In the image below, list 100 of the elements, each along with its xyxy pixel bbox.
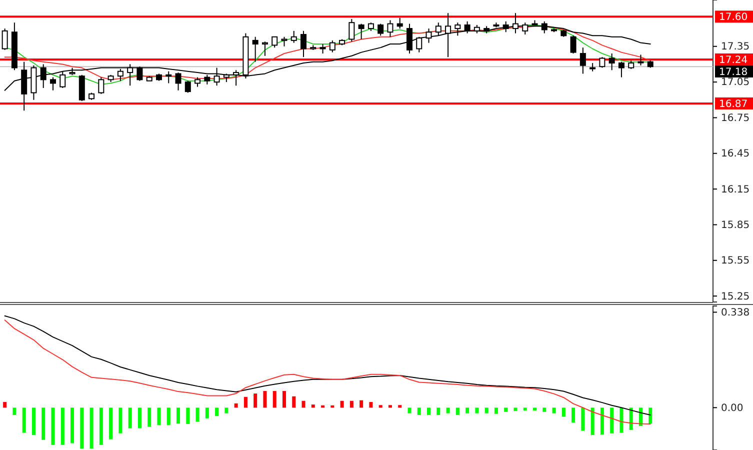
candlestick bbox=[290, 30, 297, 44]
bar bbox=[272, 390, 276, 408]
bar bbox=[215, 408, 219, 416]
bar bbox=[42, 408, 46, 440]
candlestick bbox=[50, 76, 56, 91]
candlestick bbox=[175, 72, 182, 91]
candlestick bbox=[117, 68, 124, 82]
candlestick bbox=[233, 70, 240, 86]
y-tick-label: 16.45 bbox=[721, 148, 750, 160]
bar bbox=[590, 408, 594, 436]
bar bbox=[138, 408, 142, 428]
candlestick bbox=[40, 64, 46, 88]
bar bbox=[427, 408, 431, 415]
bar bbox=[302, 400, 306, 408]
bar bbox=[90, 408, 94, 449]
bar bbox=[484, 408, 488, 414]
candlestick bbox=[320, 43, 326, 54]
bar bbox=[648, 408, 652, 424]
candlestick bbox=[329, 40, 336, 53]
bar bbox=[311, 404, 315, 408]
y-tick-label: 15.25 bbox=[721, 291, 750, 302]
candlestick bbox=[78, 74, 85, 102]
y-tick-label: 17.35 bbox=[721, 42, 750, 53]
bar bbox=[254, 394, 258, 408]
candlestick bbox=[272, 36, 278, 48]
bar bbox=[398, 405, 402, 408]
bar bbox=[186, 408, 190, 424]
candlestick bbox=[570, 35, 576, 54]
candlestick bbox=[348, 18, 355, 42]
candlestick bbox=[599, 56, 606, 68]
candlestick bbox=[60, 70, 66, 88]
candlestick bbox=[214, 67, 220, 86]
candlestick bbox=[387, 20, 394, 38]
ref-line-label: 17.18 bbox=[719, 66, 748, 78]
bar bbox=[408, 408, 412, 414]
bar bbox=[610, 408, 614, 434]
bar bbox=[22, 408, 26, 433]
ref-line-label: 16.87 bbox=[719, 98, 748, 110]
candlestick bbox=[184, 80, 191, 94]
candlestick bbox=[194, 76, 201, 88]
bar bbox=[292, 396, 296, 408]
candlestick bbox=[300, 30, 307, 58]
candlestick bbox=[98, 76, 104, 94]
bar bbox=[157, 408, 161, 426]
bar bbox=[456, 408, 460, 415]
candlestick bbox=[262, 41, 268, 56]
y-tick-label: 0.338 bbox=[721, 307, 750, 318]
bar bbox=[205, 408, 209, 418]
candlestick bbox=[281, 36, 288, 47]
bar bbox=[504, 408, 508, 412]
bar bbox=[533, 408, 536, 410]
y-tick-label: 16.15 bbox=[721, 184, 750, 196]
bar bbox=[417, 408, 421, 415]
candlestick bbox=[580, 47, 586, 74]
bar bbox=[388, 405, 392, 408]
bar bbox=[128, 408, 132, 428]
bar bbox=[51, 408, 55, 445]
candlestick bbox=[416, 36, 422, 53]
y-tick-label: 15.55 bbox=[721, 256, 750, 267]
bar bbox=[494, 408, 498, 414]
y-tick-label: 0.00 bbox=[721, 402, 744, 414]
candlestick bbox=[426, 28, 432, 44]
bar bbox=[32, 408, 36, 436]
bar bbox=[224, 408, 228, 414]
bar bbox=[12, 408, 16, 415]
bar bbox=[552, 408, 556, 414]
candlestick bbox=[204, 74, 210, 85]
candlestick bbox=[378, 23, 384, 36]
y-tick-label: 17.05 bbox=[721, 77, 750, 88]
bar bbox=[629, 408, 633, 430]
candlestick bbox=[638, 54, 644, 66]
ref-line-label: 17.24 bbox=[719, 54, 748, 66]
bar bbox=[80, 408, 84, 449]
candlestick bbox=[252, 36, 258, 62]
bar bbox=[620, 408, 624, 433]
bar bbox=[369, 402, 373, 408]
bar bbox=[446, 408, 450, 414]
bar bbox=[581, 408, 585, 431]
bar bbox=[378, 405, 382, 408]
candlestick bbox=[2, 28, 8, 50]
candlestick bbox=[166, 70, 172, 84]
bar bbox=[109, 408, 113, 440]
bar bbox=[244, 396, 248, 408]
candlestick bbox=[608, 53, 615, 71]
bar bbox=[60, 408, 64, 445]
candlestick bbox=[396, 17, 403, 30]
bar bbox=[166, 408, 170, 426]
bar bbox=[263, 390, 267, 408]
bar bbox=[514, 408, 518, 412]
bar bbox=[70, 408, 74, 444]
bar bbox=[99, 408, 103, 445]
bar bbox=[600, 408, 604, 434]
candlestick bbox=[618, 61, 624, 78]
y-tick-label: 15.85 bbox=[721, 220, 750, 231]
candlestick bbox=[358, 23, 364, 40]
bar bbox=[176, 408, 180, 424]
ref-line-label: 17.60 bbox=[719, 12, 748, 24]
y-tick-label: 16.75 bbox=[721, 112, 750, 124]
bar bbox=[282, 390, 286, 408]
bar bbox=[3, 402, 7, 408]
